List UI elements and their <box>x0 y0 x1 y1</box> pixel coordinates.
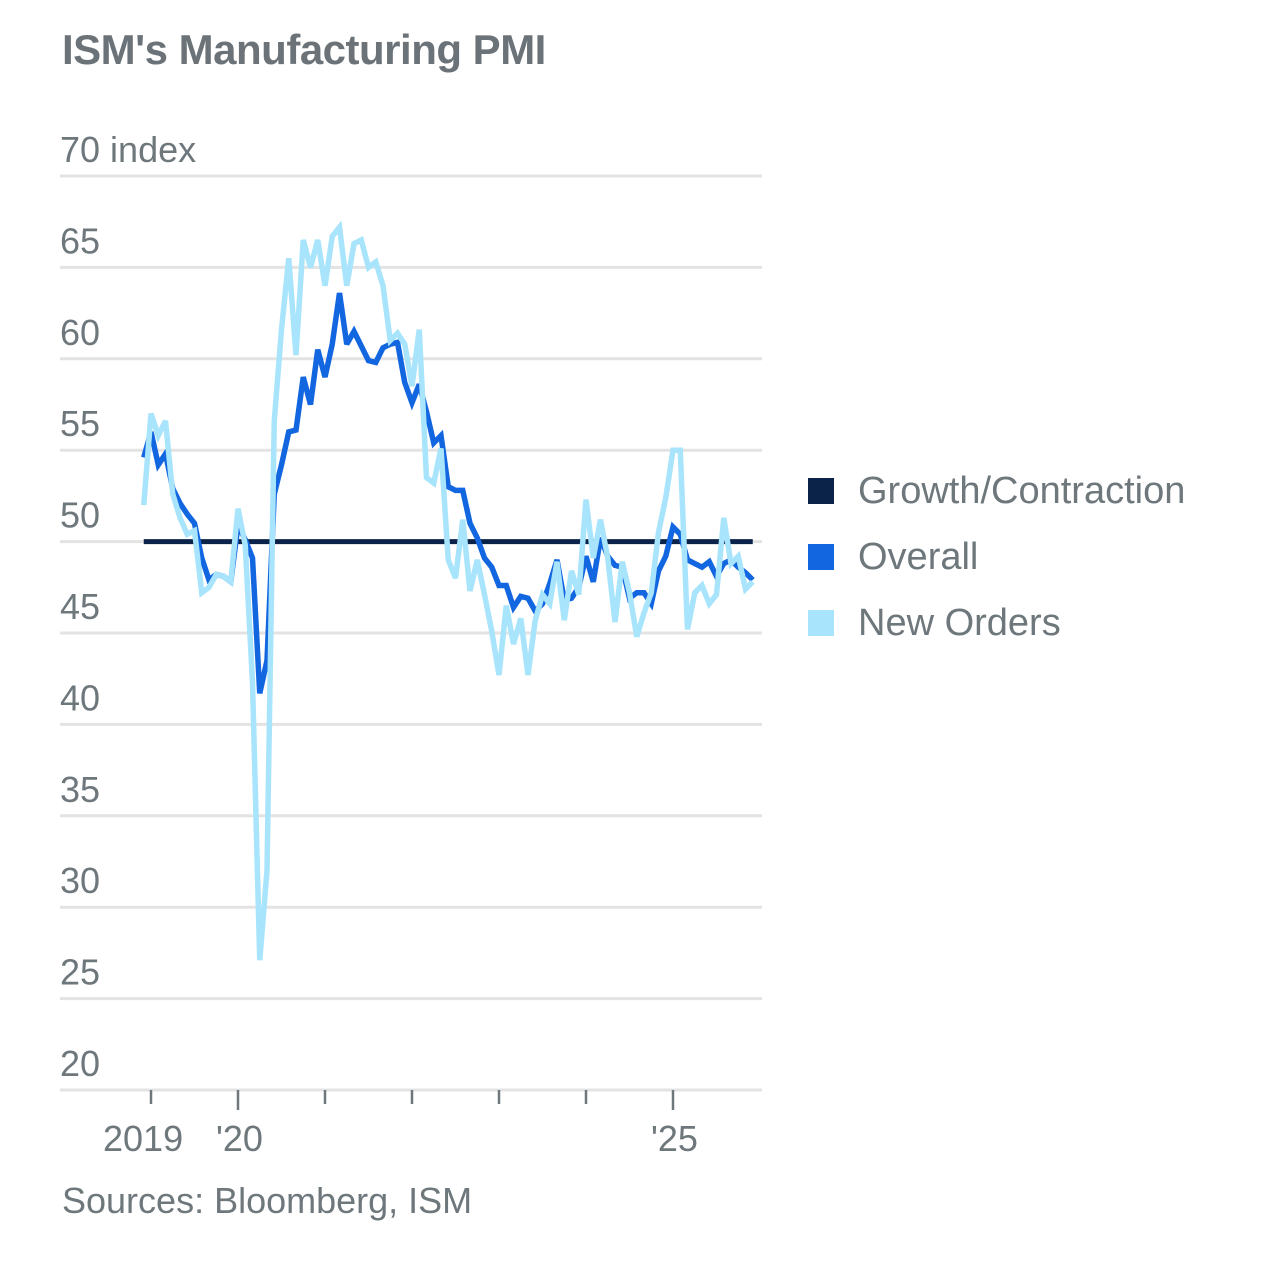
legend-swatch-new-orders <box>808 610 834 636</box>
x-tick-label-2020-01: '20 <box>216 1118 263 1159</box>
y-tick-label-70: 70 index <box>60 129 196 170</box>
legend: Growth/Contraction Overall New Orders <box>808 458 1185 656</box>
y-tick-label-40: 40 <box>60 677 100 718</box>
series-line-new-orders <box>141 220 755 961</box>
y-tick-label-50: 50 <box>60 495 100 536</box>
legend-swatch-overall <box>808 544 834 570</box>
series-lines <box>141 220 755 961</box>
y-tick-label-45: 45 <box>60 586 100 627</box>
x-tick-label-2019-01: 2019 <box>103 1118 183 1159</box>
y-tick-label-65: 65 <box>60 220 100 261</box>
y-tick-label-60: 60 <box>60 312 100 353</box>
legend-label: New Orders <box>858 601 1061 644</box>
legend-item-overall[interactable]: Overall <box>808 524 1185 590</box>
y-tick-label-20: 20 <box>60 1043 100 1084</box>
source-note: Sources: Bloomberg, ISM <box>62 1180 473 1221</box>
y-tick-label-35: 35 <box>60 769 100 810</box>
y-tick-label-25: 25 <box>60 952 100 993</box>
legend-swatch-growth-contraction <box>808 478 834 504</box>
x-axis <box>60 1088 762 1110</box>
legend-label: Growth/Contraction <box>858 469 1186 512</box>
y-axis-tick-labels: 20 25 30 35 40 45 50 55 60 65 70 index <box>60 129 196 1084</box>
y-tick-label-55: 55 <box>60 403 100 444</box>
x-tick-label-2025-01: '25 <box>651 1118 698 1159</box>
legend-item-new-orders[interactable]: New Orders <box>808 590 1185 656</box>
legend-item-growth-contraction[interactable]: Growth/Contraction <box>808 458 1185 524</box>
chart-title: ISM's Manufacturing PMI <box>62 26 546 73</box>
x-axis-tick-labels: 2019 '20 '25 <box>103 1118 698 1159</box>
y-tick-label-30: 30 <box>60 860 100 901</box>
legend-label: Overall <box>858 535 979 578</box>
